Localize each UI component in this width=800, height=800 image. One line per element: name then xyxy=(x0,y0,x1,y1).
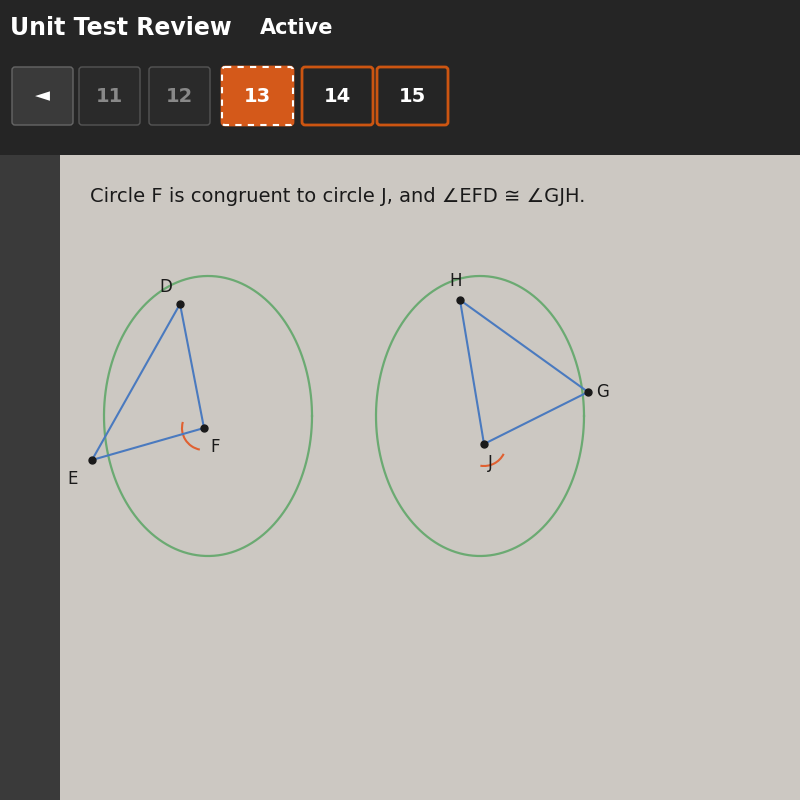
Text: 14: 14 xyxy=(324,86,351,106)
Text: Active: Active xyxy=(260,18,334,38)
Text: 15: 15 xyxy=(399,86,426,106)
FancyBboxPatch shape xyxy=(302,67,373,125)
Text: J: J xyxy=(488,454,493,472)
Text: 13: 13 xyxy=(244,86,271,106)
Text: G: G xyxy=(596,383,609,401)
Text: Unit Test Review: Unit Test Review xyxy=(10,16,232,40)
Text: Circle F is congruent to circle J, and ∠EFD ≅ ∠GJH.: Circle F is congruent to circle J, and ∠… xyxy=(90,187,586,206)
Text: 12: 12 xyxy=(166,86,193,106)
FancyBboxPatch shape xyxy=(79,67,140,125)
Text: E: E xyxy=(68,470,78,488)
Text: F: F xyxy=(210,438,219,456)
Text: 11: 11 xyxy=(96,86,123,106)
FancyBboxPatch shape xyxy=(222,67,293,125)
Text: ◄: ◄ xyxy=(35,86,50,106)
FancyBboxPatch shape xyxy=(377,67,448,125)
Bar xyxy=(0,0,800,155)
FancyBboxPatch shape xyxy=(149,67,210,125)
Bar xyxy=(0,155,60,800)
Text: H: H xyxy=(450,272,462,290)
Bar xyxy=(60,155,800,800)
Text: D: D xyxy=(159,278,172,296)
FancyBboxPatch shape xyxy=(12,67,73,125)
